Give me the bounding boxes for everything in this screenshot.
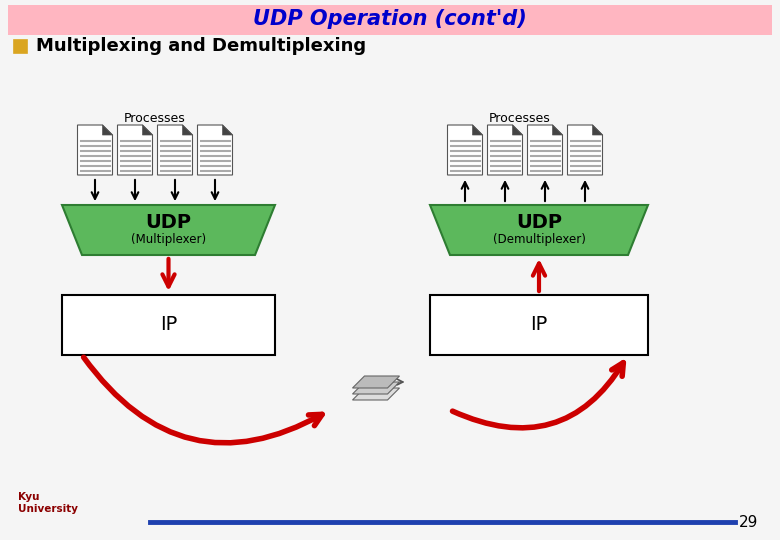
FancyBboxPatch shape — [430, 295, 648, 355]
Polygon shape — [158, 125, 193, 175]
FancyArrowPatch shape — [452, 363, 623, 428]
Polygon shape — [353, 388, 399, 400]
Polygon shape — [512, 125, 523, 135]
Text: UDP Operation (cont'd): UDP Operation (cont'd) — [254, 9, 526, 29]
Text: Kyu: Kyu — [18, 492, 40, 502]
Text: Multiplexing and Demultiplexing: Multiplexing and Demultiplexing — [36, 37, 366, 55]
Polygon shape — [143, 125, 153, 135]
Polygon shape — [568, 125, 602, 175]
Polygon shape — [197, 125, 232, 175]
Polygon shape — [473, 125, 483, 135]
Polygon shape — [62, 205, 275, 255]
FancyBboxPatch shape — [14, 40, 27, 53]
Text: IP: IP — [160, 315, 177, 334]
Polygon shape — [593, 125, 602, 135]
FancyBboxPatch shape — [8, 5, 772, 35]
Polygon shape — [448, 125, 483, 175]
Text: Processes: Processes — [489, 112, 551, 125]
Polygon shape — [353, 382, 399, 394]
Polygon shape — [118, 125, 153, 175]
Text: IP: IP — [530, 315, 548, 334]
Polygon shape — [552, 125, 562, 135]
Text: UDP: UDP — [516, 213, 562, 232]
Text: (Multiplexer): (Multiplexer) — [131, 233, 206, 246]
Polygon shape — [77, 125, 112, 175]
Polygon shape — [102, 125, 112, 135]
Polygon shape — [222, 125, 232, 135]
Text: (Demultiplexer): (Demultiplexer) — [492, 233, 586, 246]
FancyBboxPatch shape — [62, 295, 275, 355]
Polygon shape — [353, 376, 399, 388]
Text: Processes: Processes — [124, 112, 186, 125]
FancyArrowPatch shape — [83, 357, 322, 443]
Polygon shape — [183, 125, 193, 135]
Polygon shape — [430, 205, 648, 255]
Text: University: University — [18, 504, 78, 514]
Polygon shape — [488, 125, 523, 175]
Text: 29: 29 — [739, 515, 758, 530]
Polygon shape — [527, 125, 562, 175]
Text: UDP: UDP — [146, 213, 192, 232]
